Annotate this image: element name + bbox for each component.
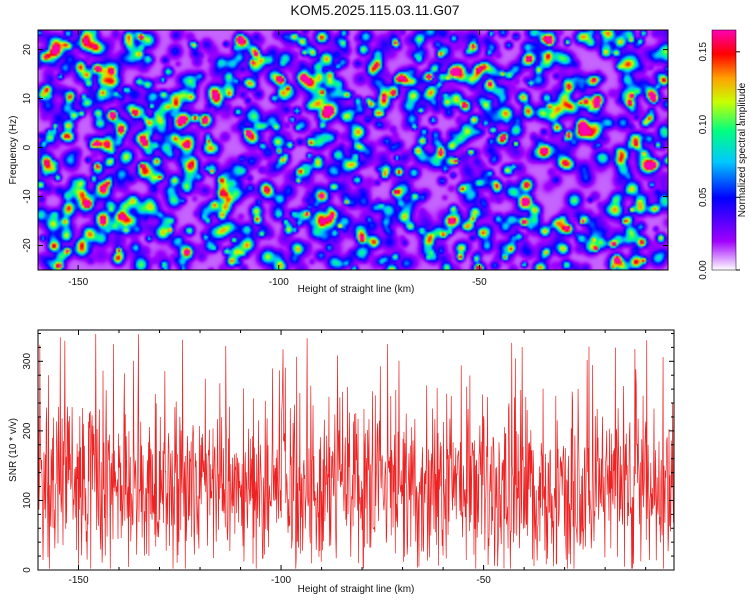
colorbar-ticks: 0.00 0.05 0.10 0.15 [698,42,740,280]
y-tick-label: 300 [22,353,33,370]
x-tick-label: -150 [69,575,89,586]
colorbar-label: Normalized spectral amplitude [737,82,748,217]
colorbar-tick-label: 0.15 [698,42,709,62]
snr-panel: -150 -100 -50 0 100 200 300 Height of straigh… [8,329,675,595]
x-tick-label: -100 [271,575,291,586]
snr-frame [37,329,675,571]
snr-y-label: SNR (10 * v/v) [8,418,19,482]
snr-x-label: Height of straight line (km) [298,584,415,595]
y-tick-label: 20 [22,44,33,56]
colorbar-tick-label: 0.10 [698,114,709,134]
snr-x-ticks: -150 -100 -50 [37,330,647,586]
snr-series-line [38,333,674,569]
spectrogram-y-label: Frequency (Hz) [8,116,19,185]
spectrogram-x-ticks: -150 -100 -50 [68,30,487,288]
y-tick-label: 10 [22,93,33,105]
y-tick-label: 200 [22,422,33,439]
spectrogram-image [38,30,668,270]
colorbar-tick-label: 0.05 [698,187,709,207]
spectrogram-x-label: Height of straight line (km) [298,284,415,295]
spectrogram-frame [37,29,669,271]
y-tick-label: 0 [22,567,33,573]
colorbar-gradient [711,29,737,271]
y-tick-label: -20 [22,238,33,253]
figure-title: KOM5.2025.115.03.11.G07 [290,2,460,18]
x-tick-label: -50 [476,575,491,586]
snr-y-ticks: 0 100 200 300 [22,332,674,573]
x-tick-label: -100 [269,277,289,288]
colorbar-tick-label: 0.00 [698,260,709,280]
y-tick-label: 0 [22,144,33,150]
x-tick-label: -150 [68,277,88,288]
y-tick-label: 100 [22,492,33,509]
x-tick-label: -50 [472,277,487,288]
colorbar: 0.00 0.05 0.10 0.15 Normalized spectral amp… [698,29,748,280]
y-tick-label: -10 [22,189,33,204]
spectrogram-y-ticks: -20 -10 0 10 20 [22,44,668,253]
